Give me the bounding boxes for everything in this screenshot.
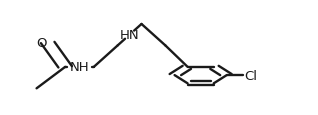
Text: Cl: Cl bbox=[244, 69, 257, 82]
Text: O: O bbox=[37, 37, 47, 50]
Text: NH: NH bbox=[70, 61, 89, 74]
Text: HN: HN bbox=[120, 29, 139, 42]
